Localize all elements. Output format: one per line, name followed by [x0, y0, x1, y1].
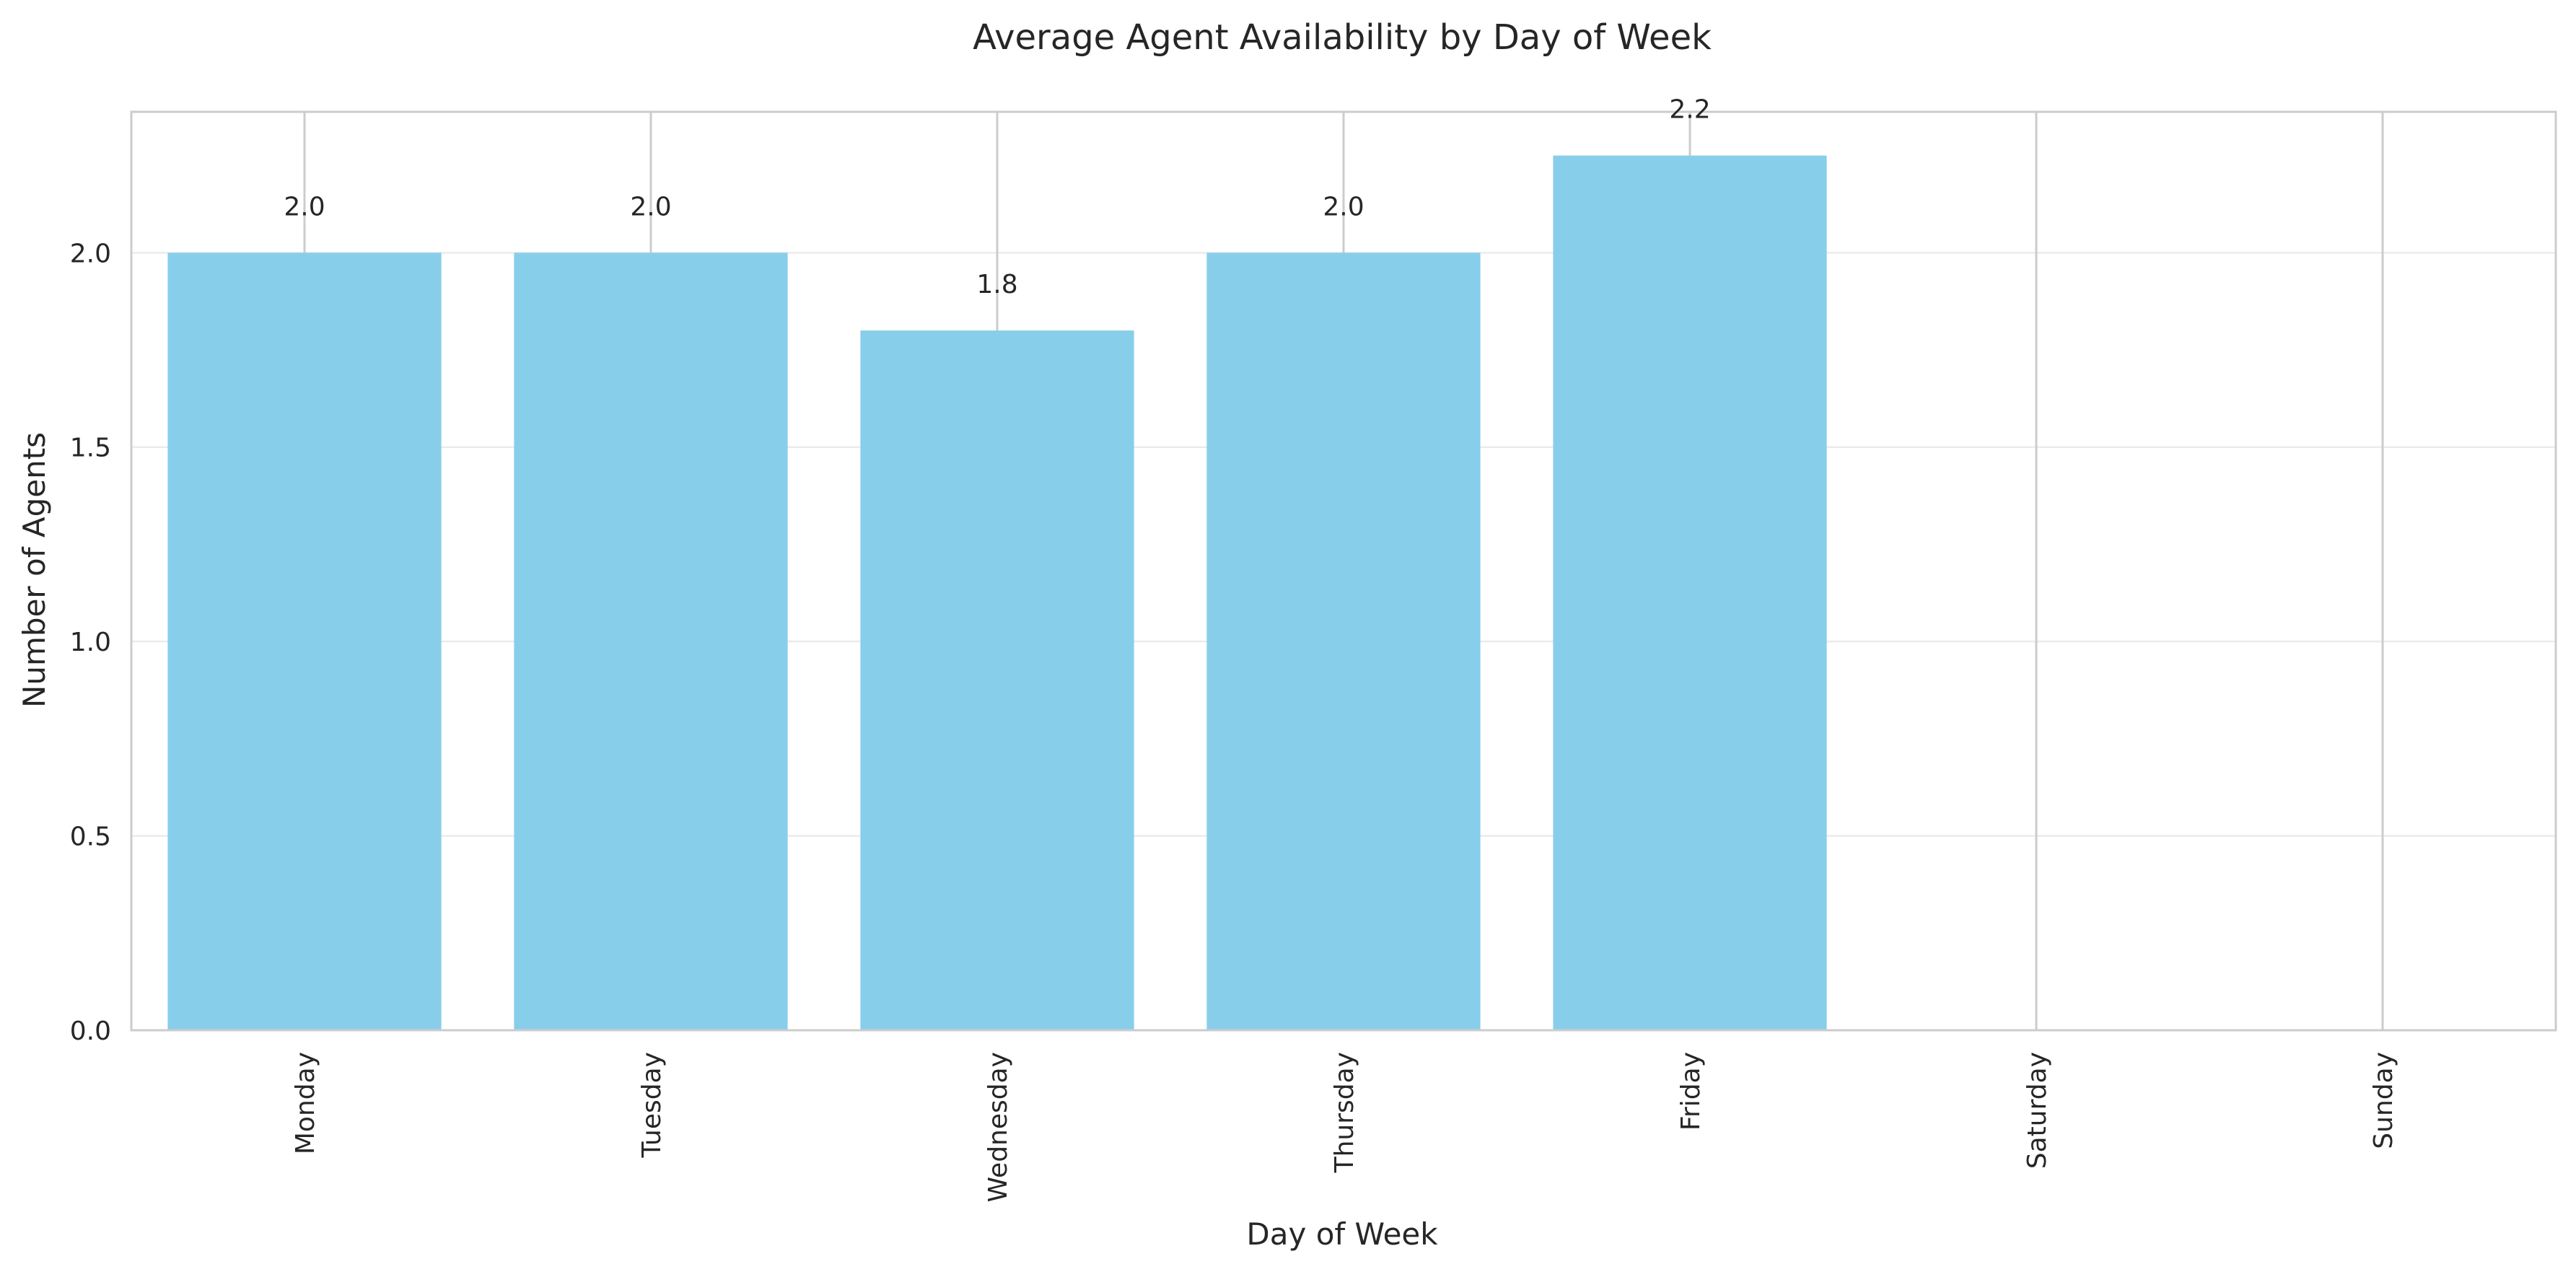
y-tick-label: 1.0 [70, 628, 111, 657]
y-tick-label: 0.5 [70, 822, 111, 852]
x-tick-label: Friday [1676, 1052, 1706, 1131]
bar-value-label: 2.0 [1323, 192, 1364, 221]
x-tick-label: Tuesday [637, 1052, 667, 1158]
bar-friday [1553, 155, 1827, 1031]
x-axis-label: Day of Week [1246, 1216, 1438, 1252]
bar-value-label: 2.0 [630, 192, 671, 221]
bar-value-label: 2.2 [1669, 95, 1710, 125]
chart-title: Average Agent Availability by Day of Wee… [973, 17, 1712, 58]
y-tick-label: 1.5 [70, 434, 111, 463]
x-tick-label: Thursday [1330, 1052, 1359, 1173]
bar-thursday [1206, 253, 1481, 1031]
x-tick-label: Monday [291, 1052, 320, 1154]
bars-layer [167, 155, 1827, 1031]
x-tick-label: Sunday [2369, 1052, 2398, 1149]
labels-layer: 2.0 2.0 1.8 2.0 2.2 [284, 95, 1710, 299]
y-axis-label: Number of Agents [17, 432, 52, 708]
bar-monday [167, 253, 442, 1031]
plot-frame [130, 110, 2557, 1032]
bar-tuesday [514, 253, 788, 1031]
y-tick-label: 2.0 [70, 239, 111, 268]
y-tick-label: 0.0 [70, 1017, 111, 1046]
ticks-layer: 0.0 0.5 1.0 1.5 2.0 Monday Tuesday Wednesday Thu… [70, 239, 2398, 1202]
bar-value-label: 2.0 [284, 192, 325, 221]
bar-value-label: 1.8 [976, 270, 1017, 299]
bar-wednesday [860, 330, 1134, 1031]
x-tick-label: Saturday [2023, 1052, 2052, 1169]
x-tick-label: Wednesday [983, 1052, 1013, 1202]
